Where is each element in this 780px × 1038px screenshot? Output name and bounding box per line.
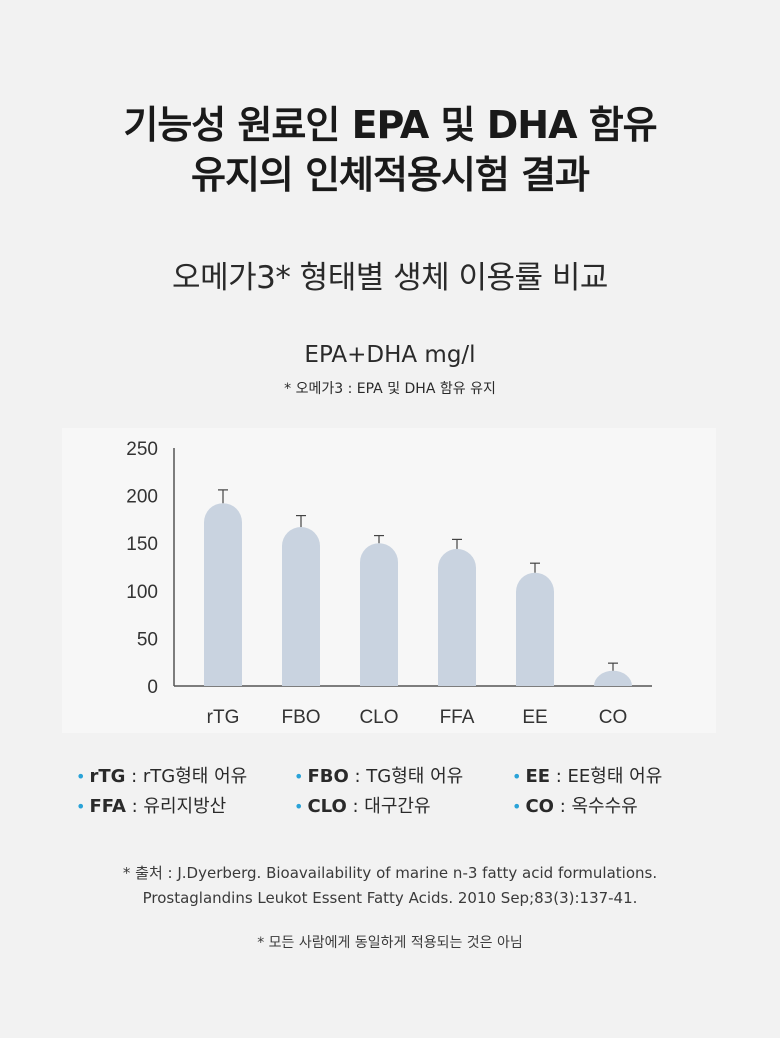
bar-rtg [204,503,242,686]
source-line-1: * 출처 : J.Dyerberg. Bioavailability of ma… [122,864,658,882]
chart-panel: 0 50 100 150 200 250 rTG FBO CLO FFA EE CO [62,428,716,733]
legend-key: FBO [307,766,349,787]
x-tick-label: CO [599,707,628,728]
legend-item-ee: • EE : EE형태 어유 [512,762,662,788]
bullet-icon: • [512,767,522,786]
legend-item-co: • CO : 옥수수유 [512,792,638,818]
y-tick-label: 100 [126,582,158,603]
page-title: 기능성 원료인 EPA 및 DHA 함유 유지의 인체적용시험 결과 [0,100,780,200]
bullet-icon: • [294,767,304,786]
bar-ee [516,572,554,686]
legend-item-clo: • CLO : 대구간유 [294,792,431,818]
legend-key: CLO [307,796,347,817]
legend-desc: : TG형태 어유 [354,766,464,787]
page-subtitle: 오메가3* 형태별 생체 이용률 비교 [172,260,608,296]
bar-ffa [438,548,476,686]
legend-item-fbo: • FBO : TG형태 어유 [294,762,463,788]
legend-desc: : EE형태 어유 [555,766,663,787]
bar-fbo [282,527,320,686]
bullet-icon: • [76,797,86,816]
legend-desc: : 대구간유 [352,796,431,817]
legend-item-rtg: • rTG : rTG형태 어유 [76,762,247,788]
legend-desc: : rTG형태 어유 [131,766,248,787]
x-tick-label: FFA [440,707,475,728]
x-tick-label: CLO [359,707,398,728]
bullet-icon: • [76,767,86,786]
x-tick-label: rTG [207,707,240,728]
bullet-icon: • [294,797,304,816]
y-tick-label: 0 [147,677,158,698]
source-citation: * 출처 : J.Dyerberg. Bioavailability of ma… [0,861,780,911]
y-tick-label: 250 [126,439,158,460]
legend-key: CO [525,796,554,817]
chart-title: EPA+DHA mg/l [304,342,476,368]
bar-clo [360,543,398,686]
bar-chart: 0 50 100 150 200 250 rTG FBO CLO FFA EE CO [126,439,652,728]
bar-co [594,670,632,686]
y-tick-label: 50 [137,629,158,650]
title-line-1: 기능성 원료인 EPA 및 DHA 함유 [123,103,657,147]
legend-item-ffa: • FFA : 유리지방산 [76,792,226,818]
legend-desc: : 옥수수유 [559,796,638,817]
disclaimer: * 모든 사람에게 동일하게 적용되는 것은 아님 [257,935,523,951]
source-line-2: Prostaglandins Leukot Essent Fatty Acids… [142,889,638,907]
chart-note: * 오메가3 : EPA 및 DHA 함유 유지 [284,381,496,397]
bullet-icon: • [512,797,522,816]
legend-desc: : 유리지방산 [131,796,227,817]
legend-key: FFA [89,796,126,817]
legend-key: rTG [89,766,126,787]
y-tick-label: 150 [126,534,158,555]
y-tick-label: 200 [126,487,158,508]
legend-key: EE [525,766,551,787]
x-tick-label: FBO [281,707,320,728]
x-tick-label: EE [522,707,547,728]
title-line-2: 유지의 인체적용시험 결과 [190,153,590,197]
